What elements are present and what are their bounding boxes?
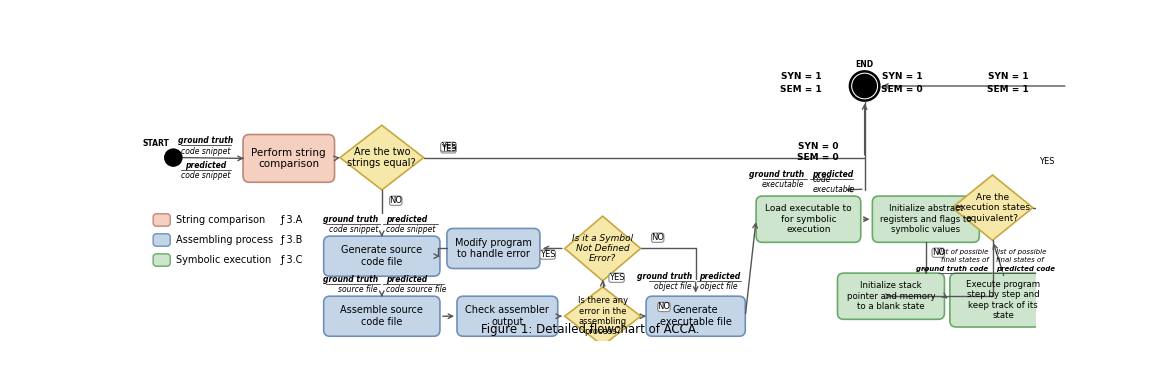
Text: ground truth: ground truth <box>322 215 378 224</box>
FancyBboxPatch shape <box>657 302 670 312</box>
Text: ƒ 3.C: ƒ 3.C <box>281 255 304 265</box>
FancyBboxPatch shape <box>950 273 1057 327</box>
Polygon shape <box>340 125 424 190</box>
Text: END: END <box>855 60 874 69</box>
Polygon shape <box>952 175 1032 241</box>
Text: Generate
executable file: Generate executable file <box>660 305 732 327</box>
Text: YES: YES <box>441 142 456 151</box>
Polygon shape <box>565 287 641 345</box>
Text: ground truth: ground truth <box>749 170 805 179</box>
Text: String comparison: String comparison <box>176 215 266 225</box>
Polygon shape <box>565 216 641 281</box>
Text: SEM = 1: SEM = 1 <box>988 85 1029 93</box>
Text: ground truth code: ground truth code <box>916 265 989 272</box>
Text: Are the
execution states
equivalent?: Are the execution states equivalent? <box>955 193 1030 223</box>
FancyBboxPatch shape <box>540 250 556 259</box>
Text: Symbolic execution: Symbolic execution <box>176 255 272 265</box>
Text: SYN = 0: SYN = 0 <box>798 142 838 151</box>
Circle shape <box>852 74 877 98</box>
Text: ground truth: ground truth <box>178 136 234 145</box>
Text: NO: NO <box>389 196 402 205</box>
Text: Assemble source
code file: Assemble source code file <box>341 305 424 327</box>
Text: ƒ 3.A: ƒ 3.A <box>281 215 304 225</box>
Text: Assembling process: Assembling process <box>176 235 274 245</box>
Text: code snippet: code snippet <box>328 225 378 234</box>
FancyBboxPatch shape <box>609 273 624 282</box>
FancyBboxPatch shape <box>932 248 945 257</box>
Text: object file: object file <box>700 282 737 291</box>
FancyBboxPatch shape <box>441 144 456 153</box>
Text: NO: NO <box>651 233 664 242</box>
Text: predicted code: predicted code <box>997 265 1055 272</box>
Text: Figure 1: Detailed flowchart of ACCA.: Figure 1: Detailed flowchart of ACCA. <box>481 323 699 336</box>
Text: SYN = 1: SYN = 1 <box>988 72 1028 81</box>
Text: YES: YES <box>441 144 456 153</box>
Text: SEM = 1: SEM = 1 <box>780 85 822 93</box>
Text: predicted: predicted <box>700 272 741 281</box>
Text: Are the two
strings equal?: Are the two strings equal? <box>348 147 417 169</box>
Circle shape <box>165 148 183 167</box>
Text: Generate source
code file: Generate source code file <box>341 246 422 267</box>
FancyBboxPatch shape <box>389 196 402 205</box>
Text: Initialize abstract
registers and flags to
symbolic values: Initialize abstract registers and flags … <box>881 204 971 234</box>
Text: ground truth: ground truth <box>637 272 692 281</box>
Text: final states of: final states of <box>997 257 1044 263</box>
Text: START: START <box>143 139 169 148</box>
Text: predicted: predicted <box>386 215 427 224</box>
Text: SEM = 0: SEM = 0 <box>881 85 923 93</box>
Text: Check assembler
output: Check assembler output <box>465 305 549 327</box>
Text: predicted: predicted <box>813 170 854 179</box>
Text: Execute program
step by step and
keep track of its
state: Execute program step by step and keep tr… <box>967 280 1041 320</box>
Text: code snippet: code snippet <box>386 225 435 234</box>
FancyBboxPatch shape <box>651 233 664 242</box>
Text: predicted: predicted <box>185 161 227 170</box>
Text: list of possible: list of possible <box>938 249 989 255</box>
Text: SYN = 1: SYN = 1 <box>780 72 822 81</box>
Text: Perform string
comparison: Perform string comparison <box>251 147 326 169</box>
Text: YES: YES <box>609 273 624 282</box>
FancyBboxPatch shape <box>153 254 170 266</box>
FancyBboxPatch shape <box>646 296 746 336</box>
Text: object file: object file <box>654 282 692 291</box>
FancyBboxPatch shape <box>756 196 861 242</box>
Text: executable: executable <box>762 180 805 189</box>
FancyBboxPatch shape <box>441 142 456 151</box>
FancyBboxPatch shape <box>243 134 335 182</box>
Text: source file: source file <box>338 285 378 294</box>
FancyBboxPatch shape <box>323 296 440 336</box>
Text: Load executable to
for symbolic
execution: Load executable to for symbolic executio… <box>765 204 852 234</box>
Text: Is there any
error in the
assembling
process?: Is there any error in the assembling pro… <box>578 296 627 336</box>
FancyBboxPatch shape <box>457 296 558 336</box>
Text: Is it a Symbol
Not Defined
Error?: Is it a Symbol Not Defined Error? <box>572 234 633 264</box>
Text: list of possible: list of possible <box>997 249 1046 255</box>
Text: Modify program
to handle error: Modify program to handle error <box>455 238 532 259</box>
Text: code
executable: code executable <box>813 175 855 194</box>
Text: final states of: final states of <box>940 257 989 263</box>
FancyBboxPatch shape <box>323 236 440 276</box>
FancyBboxPatch shape <box>1039 156 1054 166</box>
FancyBboxPatch shape <box>872 196 980 242</box>
FancyBboxPatch shape <box>153 234 170 246</box>
Text: ƒ 3.B: ƒ 3.B <box>281 235 304 245</box>
FancyBboxPatch shape <box>447 228 540 268</box>
Text: SEM = 0: SEM = 0 <box>798 153 839 162</box>
FancyBboxPatch shape <box>153 214 170 226</box>
Text: code snippet: code snippet <box>181 147 230 156</box>
Text: code source file: code source file <box>386 285 447 294</box>
Text: Initialize stack
pointer and memory
to a blank state: Initialize stack pointer and memory to a… <box>847 281 936 311</box>
Text: SYN = 1: SYN = 1 <box>882 72 922 81</box>
Text: YES: YES <box>1039 157 1054 165</box>
Text: ground truth: ground truth <box>322 275 378 284</box>
Text: predicted: predicted <box>386 275 427 284</box>
Text: NO: NO <box>932 248 945 257</box>
Text: NO: NO <box>657 303 670 311</box>
Text: YES: YES <box>540 250 556 259</box>
Text: code snippet: code snippet <box>181 171 230 180</box>
FancyBboxPatch shape <box>838 273 945 319</box>
